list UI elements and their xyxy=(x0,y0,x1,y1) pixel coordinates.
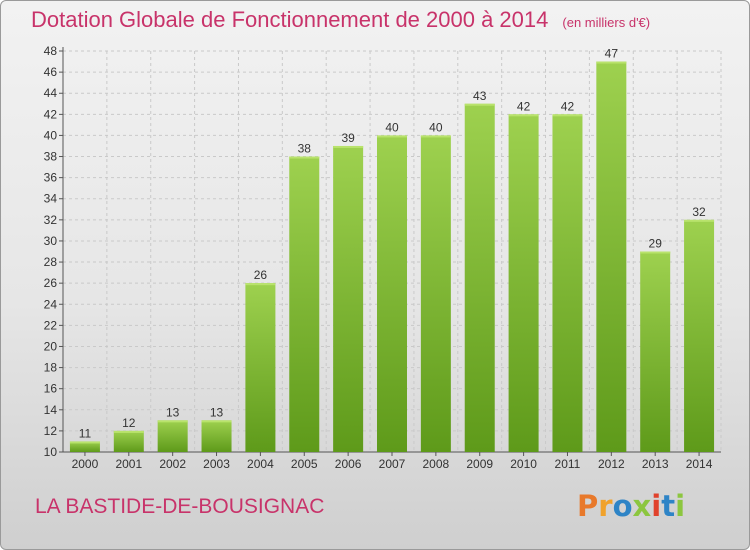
bar-highlight xyxy=(113,430,144,433)
x-tick-label-2002: 2002 xyxy=(159,457,186,471)
x-tick-label-2014: 2014 xyxy=(686,457,713,471)
bar-highlight xyxy=(464,103,495,106)
bar-2012 xyxy=(596,61,627,452)
bar-highlight xyxy=(333,145,364,148)
x-tick-label-2013: 2013 xyxy=(642,457,669,471)
value-label-2013: 29 xyxy=(649,237,663,251)
logo-letter: o xyxy=(612,489,633,523)
logo-letter: r xyxy=(598,489,613,523)
bar-2002 xyxy=(157,420,188,452)
y-tick-label: 44 xyxy=(44,86,58,100)
bar-2005 xyxy=(289,156,320,453)
bar-highlight xyxy=(596,61,627,64)
chart-title: Dotation Globale de Fonctionnement de 20… xyxy=(31,7,650,33)
proxiti-logo[interactable]: Proxiti xyxy=(577,489,685,523)
bar-highlight xyxy=(69,441,100,444)
value-label-2000: 11 xyxy=(79,426,92,440)
y-tick-label: 48 xyxy=(44,44,58,58)
y-tick-label: 42 xyxy=(44,107,58,121)
x-tick-label-2009: 2009 xyxy=(466,457,493,471)
y-tick-label: 12 xyxy=(44,424,58,438)
logo-letter: t xyxy=(661,489,676,523)
bar-2003 xyxy=(201,420,232,452)
y-tick-label: 34 xyxy=(44,192,58,206)
y-tick-label: 24 xyxy=(44,297,58,311)
y-tick-label: 38 xyxy=(44,150,58,164)
bar-highlight xyxy=(201,420,232,423)
value-label-2014: 32 xyxy=(692,205,706,219)
logo-letter: x xyxy=(632,489,652,523)
logo-letter: i xyxy=(651,489,662,523)
logo-letter: P xyxy=(577,489,599,523)
value-label-2008: 40 xyxy=(429,120,443,134)
value-label-2011: 42 xyxy=(561,99,575,113)
y-tick-label: 10 xyxy=(44,445,58,459)
commune-name: LA BASTIDE-DE-BOUSIGNAC xyxy=(35,495,325,518)
bar-highlight xyxy=(640,251,671,254)
y-tick-label: 30 xyxy=(44,234,58,248)
value-label-2002: 13 xyxy=(166,405,180,419)
value-label-2012: 47 xyxy=(605,47,619,61)
data-labels: 11 12 13 13 26 38 39 40 40 43 42 42 47 29 32 xyxy=(79,47,706,441)
y-tick-label: 36 xyxy=(44,171,58,185)
bar-2013 xyxy=(640,251,671,452)
bar-highlight xyxy=(552,114,583,117)
value-label-2004: 26 xyxy=(254,268,268,282)
logo-letter: i xyxy=(675,489,686,523)
bar-highlight xyxy=(157,420,188,423)
y-tick-labels: 10 12 14 16 18 20 22 24 26 28 30 32 34 36 38 40 42 44 46 48 xyxy=(44,44,58,459)
y-tick-label: 28 xyxy=(44,255,58,269)
y-tick-label: 14 xyxy=(44,403,58,417)
value-label-2003: 13 xyxy=(210,405,224,419)
bar-2000 xyxy=(69,441,100,452)
x-tick-label-2011: 2011 xyxy=(555,457,581,471)
value-label-2010: 42 xyxy=(517,99,531,113)
bar-highlight xyxy=(377,135,407,138)
bar-2001 xyxy=(113,430,144,452)
value-label-2007: 40 xyxy=(385,120,399,134)
value-label-2009: 43 xyxy=(473,89,487,103)
bar-2004 xyxy=(245,283,276,452)
y-tick-label: 18 xyxy=(44,361,58,375)
y-tick-label: 26 xyxy=(44,276,58,290)
x-tick-label-2012: 2012 xyxy=(598,457,625,471)
x-tick-label-2003: 2003 xyxy=(203,457,230,471)
x-tick-label-2000: 2000 xyxy=(72,457,99,471)
bar-2008 xyxy=(420,135,451,452)
x-tick-label-2004: 2004 xyxy=(247,457,274,471)
x-tick-label-2005: 2005 xyxy=(291,457,318,471)
bar-2011 xyxy=(552,114,583,452)
bar-highlight xyxy=(289,156,320,159)
value-label-2001: 12 xyxy=(122,416,136,430)
x-tick-label-2007: 2007 xyxy=(379,457,406,471)
chart-subtitle: (en milliers d'€) xyxy=(562,15,651,30)
x-tick-labels: 2000 2001 2002 2003 2004 2005 2006 2007 2008 2009… xyxy=(72,457,713,471)
bar-2007 xyxy=(377,135,407,452)
bar-highlight xyxy=(420,135,451,138)
bar-highlight xyxy=(684,219,715,222)
value-label-2006: 39 xyxy=(341,131,355,145)
y-tick-label: 46 xyxy=(44,65,58,79)
x-tick-label-2008: 2008 xyxy=(423,457,450,471)
y-tick-label: 20 xyxy=(44,339,58,353)
bar-highlight xyxy=(508,114,539,117)
x-tick-label-2001: 2001 xyxy=(115,457,142,471)
x-tick-label-2006: 2006 xyxy=(335,457,362,471)
bar-2010 xyxy=(508,114,539,452)
y-tick-label: 16 xyxy=(44,382,58,396)
x-tick-label-2010: 2010 xyxy=(510,457,537,471)
bar-2006 xyxy=(333,145,364,452)
bar-2014 xyxy=(684,219,715,452)
y-tick-label: 32 xyxy=(44,213,58,227)
bar-highlight xyxy=(245,283,276,286)
bars xyxy=(69,61,715,453)
value-label-2005: 38 xyxy=(298,142,312,156)
chart-title-text: Dotation Globale de Fonctionnement de 20… xyxy=(31,7,549,32)
y-tick-label: 40 xyxy=(44,128,58,142)
y-tick-label: 22 xyxy=(44,318,58,332)
bar-2009 xyxy=(464,103,495,453)
